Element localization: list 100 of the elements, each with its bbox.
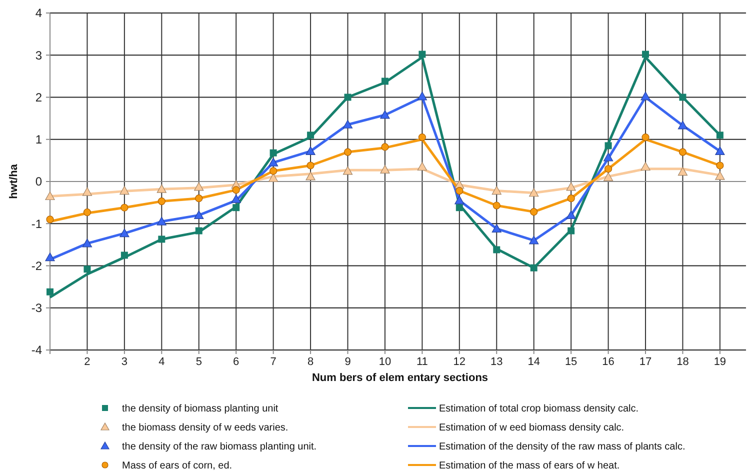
point xyxy=(194,182,204,191)
point xyxy=(46,288,54,296)
point xyxy=(120,186,130,195)
point xyxy=(417,92,427,100)
y-tick-label: 4 xyxy=(35,6,42,20)
point xyxy=(456,186,464,195)
y-tick-label: -1 xyxy=(31,216,42,231)
point xyxy=(492,202,500,210)
x-tick-label: 9 xyxy=(344,356,351,368)
point xyxy=(46,216,54,224)
point xyxy=(529,188,539,197)
x-tick-label: 4 xyxy=(158,356,165,368)
point xyxy=(529,236,539,244)
point xyxy=(567,194,575,202)
point xyxy=(231,194,241,203)
y-tick-label: 1 xyxy=(35,132,42,147)
point xyxy=(715,171,725,180)
x-tick-label: 16 xyxy=(602,356,614,368)
point xyxy=(156,184,166,193)
point xyxy=(716,162,724,170)
point xyxy=(454,196,464,204)
point xyxy=(84,266,91,273)
point xyxy=(603,172,614,182)
point xyxy=(270,149,277,156)
legend-label: Estimation of the density of the raw mass of plants calc. xyxy=(439,442,686,452)
y-tick-label: 0 xyxy=(35,174,42,189)
x-tick-label: 6 xyxy=(233,356,240,368)
legend-label: the biomass density of w eeds varies. xyxy=(122,422,288,434)
point xyxy=(342,166,353,175)
y-tick-label: -4 xyxy=(31,343,42,358)
x-tick-label: 7 xyxy=(270,356,276,368)
point xyxy=(566,210,576,219)
y-tick-label: -2 xyxy=(31,258,42,273)
legend-label: Estimation of w eed biomass density calc. xyxy=(439,422,624,434)
point xyxy=(715,146,725,155)
point xyxy=(530,264,538,272)
point xyxy=(604,165,612,173)
legend-label: the density of the raw biomass planting unit. xyxy=(122,442,317,452)
x-tick-label: 18 xyxy=(676,356,689,368)
point xyxy=(716,132,724,139)
point xyxy=(679,94,686,101)
y-axis-title: hwt/ha xyxy=(8,163,20,199)
point xyxy=(268,158,278,166)
point xyxy=(195,194,203,202)
point xyxy=(678,167,688,176)
point xyxy=(158,236,166,243)
x-tick-label: 14 xyxy=(528,356,540,368)
point xyxy=(156,216,166,226)
point xyxy=(604,142,612,150)
y-tick-label: 3 xyxy=(35,48,42,62)
point xyxy=(270,167,278,175)
point xyxy=(306,172,316,180)
point xyxy=(418,50,426,58)
x-axis-title: Num bers of elem entary sections xyxy=(312,372,488,384)
legend-label: Mass of ears of corn, ed. xyxy=(122,460,232,472)
x-tick-label: 19 xyxy=(714,356,726,368)
point xyxy=(417,162,427,171)
legend-label: Estimation of total crop biomass density calc. xyxy=(439,404,639,414)
point xyxy=(344,94,352,101)
legend-label: Estimation of the mass of ears of w heat. xyxy=(439,460,620,472)
point xyxy=(342,120,353,128)
point xyxy=(194,210,204,219)
point xyxy=(306,146,316,155)
point xyxy=(493,246,500,254)
x-tick-label: 11 xyxy=(416,356,428,368)
point xyxy=(306,162,314,170)
x-tick-label: 15 xyxy=(564,356,578,368)
x-tick-label: 13 xyxy=(490,356,503,368)
point xyxy=(307,132,314,139)
point xyxy=(120,204,128,212)
point xyxy=(82,238,92,248)
point xyxy=(83,208,92,216)
point xyxy=(232,204,240,212)
point xyxy=(492,224,502,232)
legend-label: the density of biomass planting unit xyxy=(122,404,278,414)
point xyxy=(566,182,576,191)
point xyxy=(195,227,202,234)
point xyxy=(380,110,390,119)
point xyxy=(568,227,575,234)
x-tick-label: 8 xyxy=(307,356,314,368)
x-tick-label: 2 xyxy=(84,356,90,368)
point xyxy=(418,133,426,142)
point xyxy=(640,92,650,100)
y-tick-label: -3 xyxy=(31,301,42,316)
x-tick-label: 3 xyxy=(121,356,128,368)
point xyxy=(232,186,240,194)
point xyxy=(82,187,92,196)
x-tick-label: 12 xyxy=(453,356,466,368)
point xyxy=(381,78,388,85)
point xyxy=(344,148,352,156)
x-tick-label: 10 xyxy=(378,356,392,368)
point xyxy=(678,148,687,156)
point xyxy=(268,173,278,182)
point xyxy=(492,186,502,195)
point xyxy=(45,191,55,200)
point xyxy=(642,133,650,142)
x-tick-label: 5 xyxy=(196,356,202,368)
point xyxy=(120,228,130,238)
point xyxy=(530,208,538,216)
point xyxy=(456,204,463,212)
